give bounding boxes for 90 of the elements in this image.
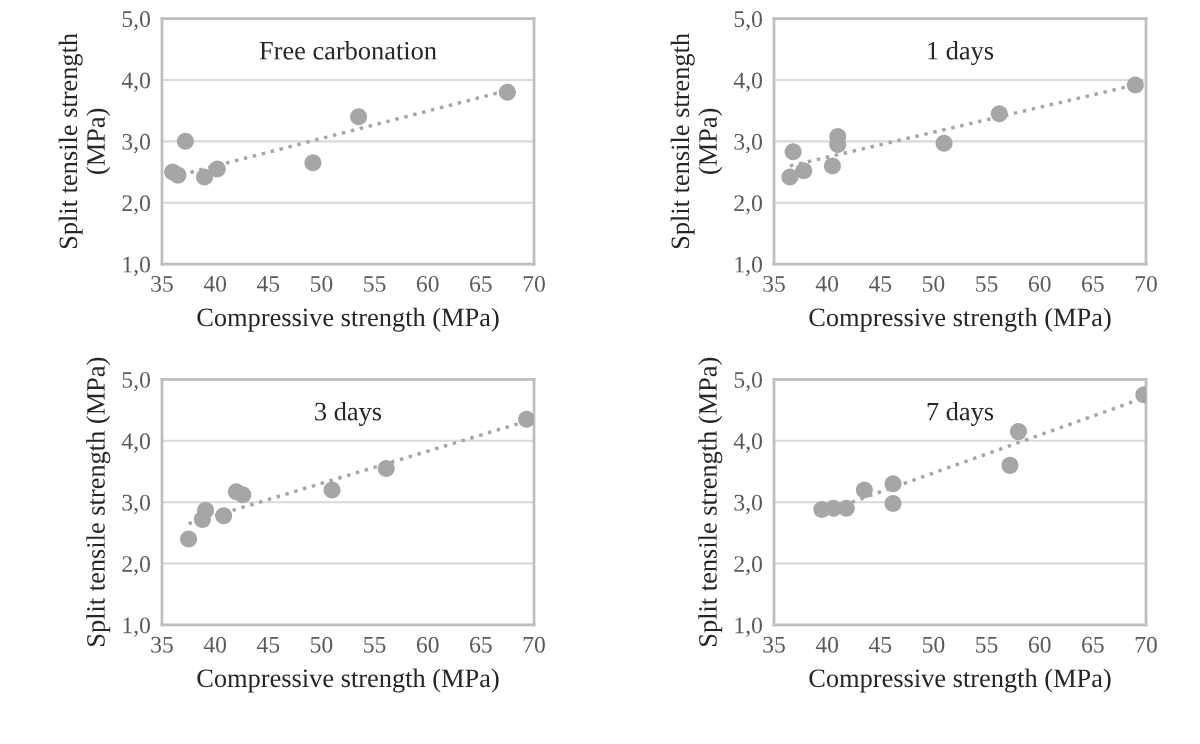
- x-tick-label: 65: [1082, 636, 1104, 653]
- point: [855, 481, 873, 499]
- text: Free carbonation: [259, 41, 437, 60]
- point: [823, 157, 841, 175]
- point: [884, 475, 902, 493]
- point: [990, 105, 1008, 123]
- x-tick-label: 35: [151, 275, 173, 292]
- point: [781, 168, 799, 186]
- x-tick-label: 45: [868, 276, 892, 292]
- x-tick-label: 40: [815, 275, 839, 292]
- point: [197, 501, 215, 519]
- point: [884, 494, 902, 512]
- point: [215, 507, 233, 525]
- point: [196, 168, 214, 186]
- y-tick-label: 4,0: [733, 433, 762, 453]
- x-tick-label: 65: [470, 636, 492, 653]
- x-tick-label: 45: [256, 276, 280, 292]
- x-tick-label: 70: [1135, 275, 1157, 292]
- point: [518, 410, 534, 428]
- text: 3 days: [315, 401, 382, 426]
- x-tick-label: 55: [364, 276, 386, 292]
- x-tick-label: 60: [1028, 636, 1051, 653]
- x-tick-label: 35: [763, 275, 785, 292]
- x-axis-title: Compressive strength (MPa): [197, 668, 499, 693]
- y-tick-label: 2,0: [122, 556, 150, 576]
- y-tick-label: 1,0: [123, 617, 150, 637]
- point: [234, 486, 252, 504]
- x-tick-label: 55: [976, 636, 998, 653]
- x-tick-label: 45: [868, 636, 892, 653]
- y-axis-title: Split tensile strength (MPa): [86, 357, 111, 646]
- point: [377, 459, 395, 477]
- text: 1 days: [928, 41, 994, 66]
- y-tick-label: 4,0: [121, 433, 150, 453]
- point: [208, 160, 226, 178]
- x-tick-label: 50: [311, 275, 333, 292]
- x-tick-label: 35: [763, 636, 785, 653]
- x-tick-label: 55: [976, 276, 998, 292]
- x-axis-title: Compressive strength (MPa): [809, 668, 1111, 693]
- y-tick-label: 2,0: [734, 195, 762, 215]
- x-tick-label: 40: [815, 636, 839, 653]
- y-tick-label: 3,0: [734, 494, 762, 515]
- point: [498, 83, 516, 101]
- y-tick-label: 3,0: [122, 494, 150, 515]
- x-axis-title: Compressive strength (MPa): [197, 307, 499, 332]
- y-tick-label: 4,0: [121, 72, 150, 92]
- x-tick-label: 65: [470, 275, 492, 292]
- x-tick-label: 35: [151, 636, 173, 653]
- y-axis-title: Split tensile strength (MPa): [670, 33, 723, 249]
- text: 7 days: [927, 401, 994, 426]
- y-tick-label: 5,0: [734, 11, 762, 31]
- y-tick-label: 3,0: [734, 133, 762, 154]
- y-tick-label: 1,0: [735, 256, 762, 276]
- y-tick-label: 2,0: [122, 195, 150, 215]
- x-tick-label: 60: [416, 636, 439, 653]
- x-tick-label: 60: [416, 275, 439, 292]
- point: [795, 162, 813, 180]
- x-axis-title: Compressive strength (MPa): [809, 307, 1111, 332]
- x-tick-label: 45: [256, 636, 280, 653]
- point: [1126, 76, 1144, 94]
- y-tick-label: 5,0: [122, 11, 150, 31]
- x-tick-label: 40: [203, 636, 227, 653]
- point: [180, 530, 198, 548]
- y-tick-label: 4,0: [733, 72, 762, 92]
- x-tick-label: 50: [923, 275, 945, 292]
- point: [935, 134, 953, 152]
- y-tick-label: 5,0: [122, 371, 150, 392]
- x-tick-label: 70: [523, 636, 545, 653]
- y-axis-title: Split tensile strength (MPa): [698, 357, 723, 646]
- x-tick-label: 40: [203, 275, 227, 292]
- x-tick-label: 50: [923, 636, 945, 653]
- point: [1009, 423, 1027, 441]
- x-tick-label: 55: [364, 636, 386, 653]
- x-tick-label: 70: [523, 275, 545, 292]
- y-tick-label: 5,0: [734, 371, 762, 392]
- point: [323, 481, 341, 499]
- x-tick-label: 65: [1082, 275, 1104, 292]
- y-tick-label: 1,0: [123, 256, 150, 276]
- point: [169, 166, 187, 184]
- y-axis-title: Split tensile strength (MPa): [58, 33, 111, 249]
- point: [176, 132, 194, 150]
- x-tick-label: 50: [311, 636, 333, 653]
- y-tick-label: 3,0: [122, 133, 150, 154]
- y-tick-label: 1,0: [735, 617, 762, 637]
- point: [1001, 456, 1019, 474]
- point: [784, 143, 802, 161]
- x-tick-label: 60: [1028, 275, 1051, 292]
- x-tick-label: 70: [1135, 636, 1157, 653]
- y-tick-label: 2,0: [734, 556, 762, 576]
- point: [304, 154, 322, 172]
- point: [350, 108, 368, 126]
